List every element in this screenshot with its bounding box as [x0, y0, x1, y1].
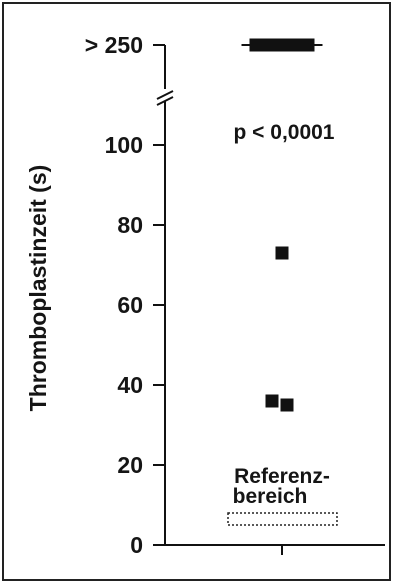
data-point — [275, 246, 289, 260]
y-tick-label: 20 — [117, 452, 143, 478]
y-axis — [156, 45, 385, 555]
axis-break-mark — [156, 96, 174, 106]
data-point — [280, 398, 294, 412]
reference-range-label-line2: bereich — [233, 485, 308, 508]
y-tick-label: 80 — [117, 212, 143, 238]
reference-range-band — [227, 512, 338, 526]
y-tick-label: 40 — [117, 372, 143, 398]
y-axis-ticks: 0 20 40 60 80 100 > 250 — [85, 32, 165, 558]
data-points — [227, 38, 338, 526]
y-tick-label: 60 — [117, 292, 143, 318]
p-value-annotation: p < 0,0001 — [234, 121, 335, 144]
y-axis-title: Thromboplastinzeit (s) — [25, 165, 51, 412]
axis-break-mark — [156, 90, 174, 100]
reference-range-label-line1: Referenz- — [234, 465, 330, 488]
y-tick-label: 0 — [130, 532, 143, 558]
y-tick-label-top: > 250 — [85, 32, 143, 58]
data-point — [265, 394, 279, 408]
y-tick-label: 100 — [105, 132, 143, 158]
